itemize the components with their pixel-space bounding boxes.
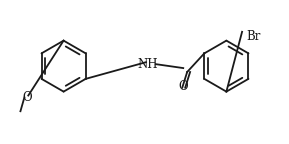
Text: Br: Br [246, 30, 260, 43]
Text: O: O [23, 91, 32, 104]
Text: O: O [178, 80, 188, 93]
Text: NH: NH [138, 58, 158, 71]
